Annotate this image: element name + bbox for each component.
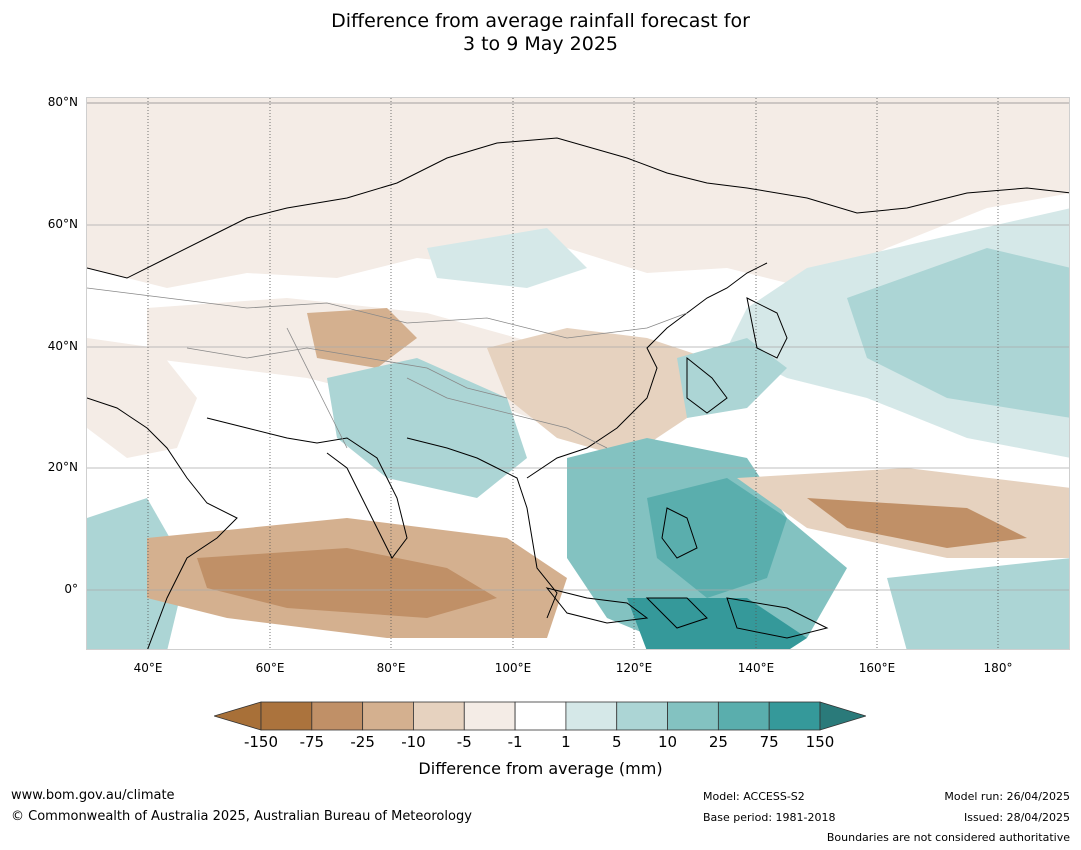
legend-tick-label: 1	[561, 733, 571, 751]
colorbar-cell	[362, 701, 414, 731]
colorbar-cell	[463, 701, 516, 731]
website-link[interactable]: www.bom.gov.au/climate	[11, 788, 175, 803]
dry-patch-tibet	[307, 308, 417, 368]
legend-tick-label: -150	[243, 733, 279, 751]
wet-core-philippines	[647, 478, 787, 598]
lon-label-120e: 120°E	[615, 661, 653, 675]
colorbar-cell	[667, 701, 719, 731]
lon-label-140e: 140°E	[737, 661, 775, 675]
title-line-2: 3 to 9 May 2025	[462, 33, 619, 55]
legend-tick-label: -10	[401, 733, 426, 751]
lat-label-80n: 80°N	[47, 95, 78, 109]
lat-label-60n: 60°N	[47, 217, 78, 231]
legend-tick-label: 150	[805, 733, 835, 751]
copyright-text: © Commonwealth of Australia 2025, Austra…	[11, 809, 472, 824]
base-period: Base period: 1981-2018	[703, 811, 836, 824]
legend-tick-label: -25	[350, 733, 375, 751]
colorbar-cell	[768, 701, 821, 731]
country-boundaries	[87, 287, 688, 449]
colorbar-cell	[717, 701, 770, 731]
colorbar-extend-high	[819, 701, 866, 731]
colorbar-cells	[260, 701, 821, 731]
meridians	[147, 98, 999, 649]
lon-label-80e: 80°E	[376, 661, 406, 675]
colorbar-cell	[514, 701, 567, 731]
colorbar-cell	[565, 701, 618, 731]
lon-label-160e: 160°E	[858, 661, 896, 675]
dry-patch-arabia	[87, 338, 197, 458]
rainfall-anomaly-map	[86, 97, 1070, 650]
lon-label-60e: 60°E	[255, 661, 285, 675]
lon-label-180: 180°	[983, 661, 1013, 675]
wet-region-siberia	[427, 228, 587, 288]
legend-title: Difference from average (mm)	[418, 759, 663, 778]
colorbar-cell	[260, 701, 313, 731]
legend-tick-label: 10	[657, 733, 678, 751]
coastlines	[87, 137, 1069, 649]
colorbar-extend-low	[214, 701, 262, 731]
dry-region-china	[487, 328, 707, 458]
legend-tick-label: -75	[299, 733, 325, 751]
colorbar-cell	[311, 701, 364, 731]
legend-tick-label: 25	[708, 733, 728, 751]
legend-tick-label: -1	[507, 733, 523, 751]
lat-label-40n: 40°N	[47, 339, 78, 353]
map-canvas	[87, 98, 1069, 649]
wet-region-south-pacific	[887, 558, 1069, 649]
model-name: Model: ACCESS-S2	[703, 790, 805, 803]
colorbar-cell	[616, 701, 668, 731]
legend-tick-label: 5	[611, 733, 622, 751]
dry-core-west-pacific	[807, 498, 1027, 548]
wet-core-new-guinea	[627, 598, 807, 649]
title-line-1: Difference from average rainfall forecas…	[331, 10, 750, 32]
lon-label-100e: 100°E	[494, 661, 532, 675]
legend-colorbar	[214, 701, 866, 731]
wet-core-north-pacific	[847, 248, 1069, 418]
wet-region-bay-of-bengal	[327, 358, 527, 498]
issued-date: Issued: 28/04/2025	[963, 811, 1070, 824]
map-title: Difference from average rainfall forecas…	[0, 10, 1081, 56]
dry-core-equatorial-indian-ocean	[197, 548, 497, 618]
graticule	[87, 102, 1069, 591]
boundaries-disclaimer: Boundaries are not considered authoritat…	[826, 831, 1070, 844]
wet-core-japan	[677, 338, 787, 418]
colorbar-cell	[413, 701, 465, 731]
lon-label-40e: 40°E	[133, 661, 163, 675]
legend-tick-label: -5	[456, 733, 472, 751]
legend-tick-label: 75	[759, 733, 779, 751]
lat-label-20n: 20°N	[47, 460, 78, 474]
model-run-date: Model run: 26/04/2025	[944, 790, 1070, 803]
dry-region-north	[87, 98, 1069, 288]
lat-label-0: 0°	[64, 582, 78, 596]
